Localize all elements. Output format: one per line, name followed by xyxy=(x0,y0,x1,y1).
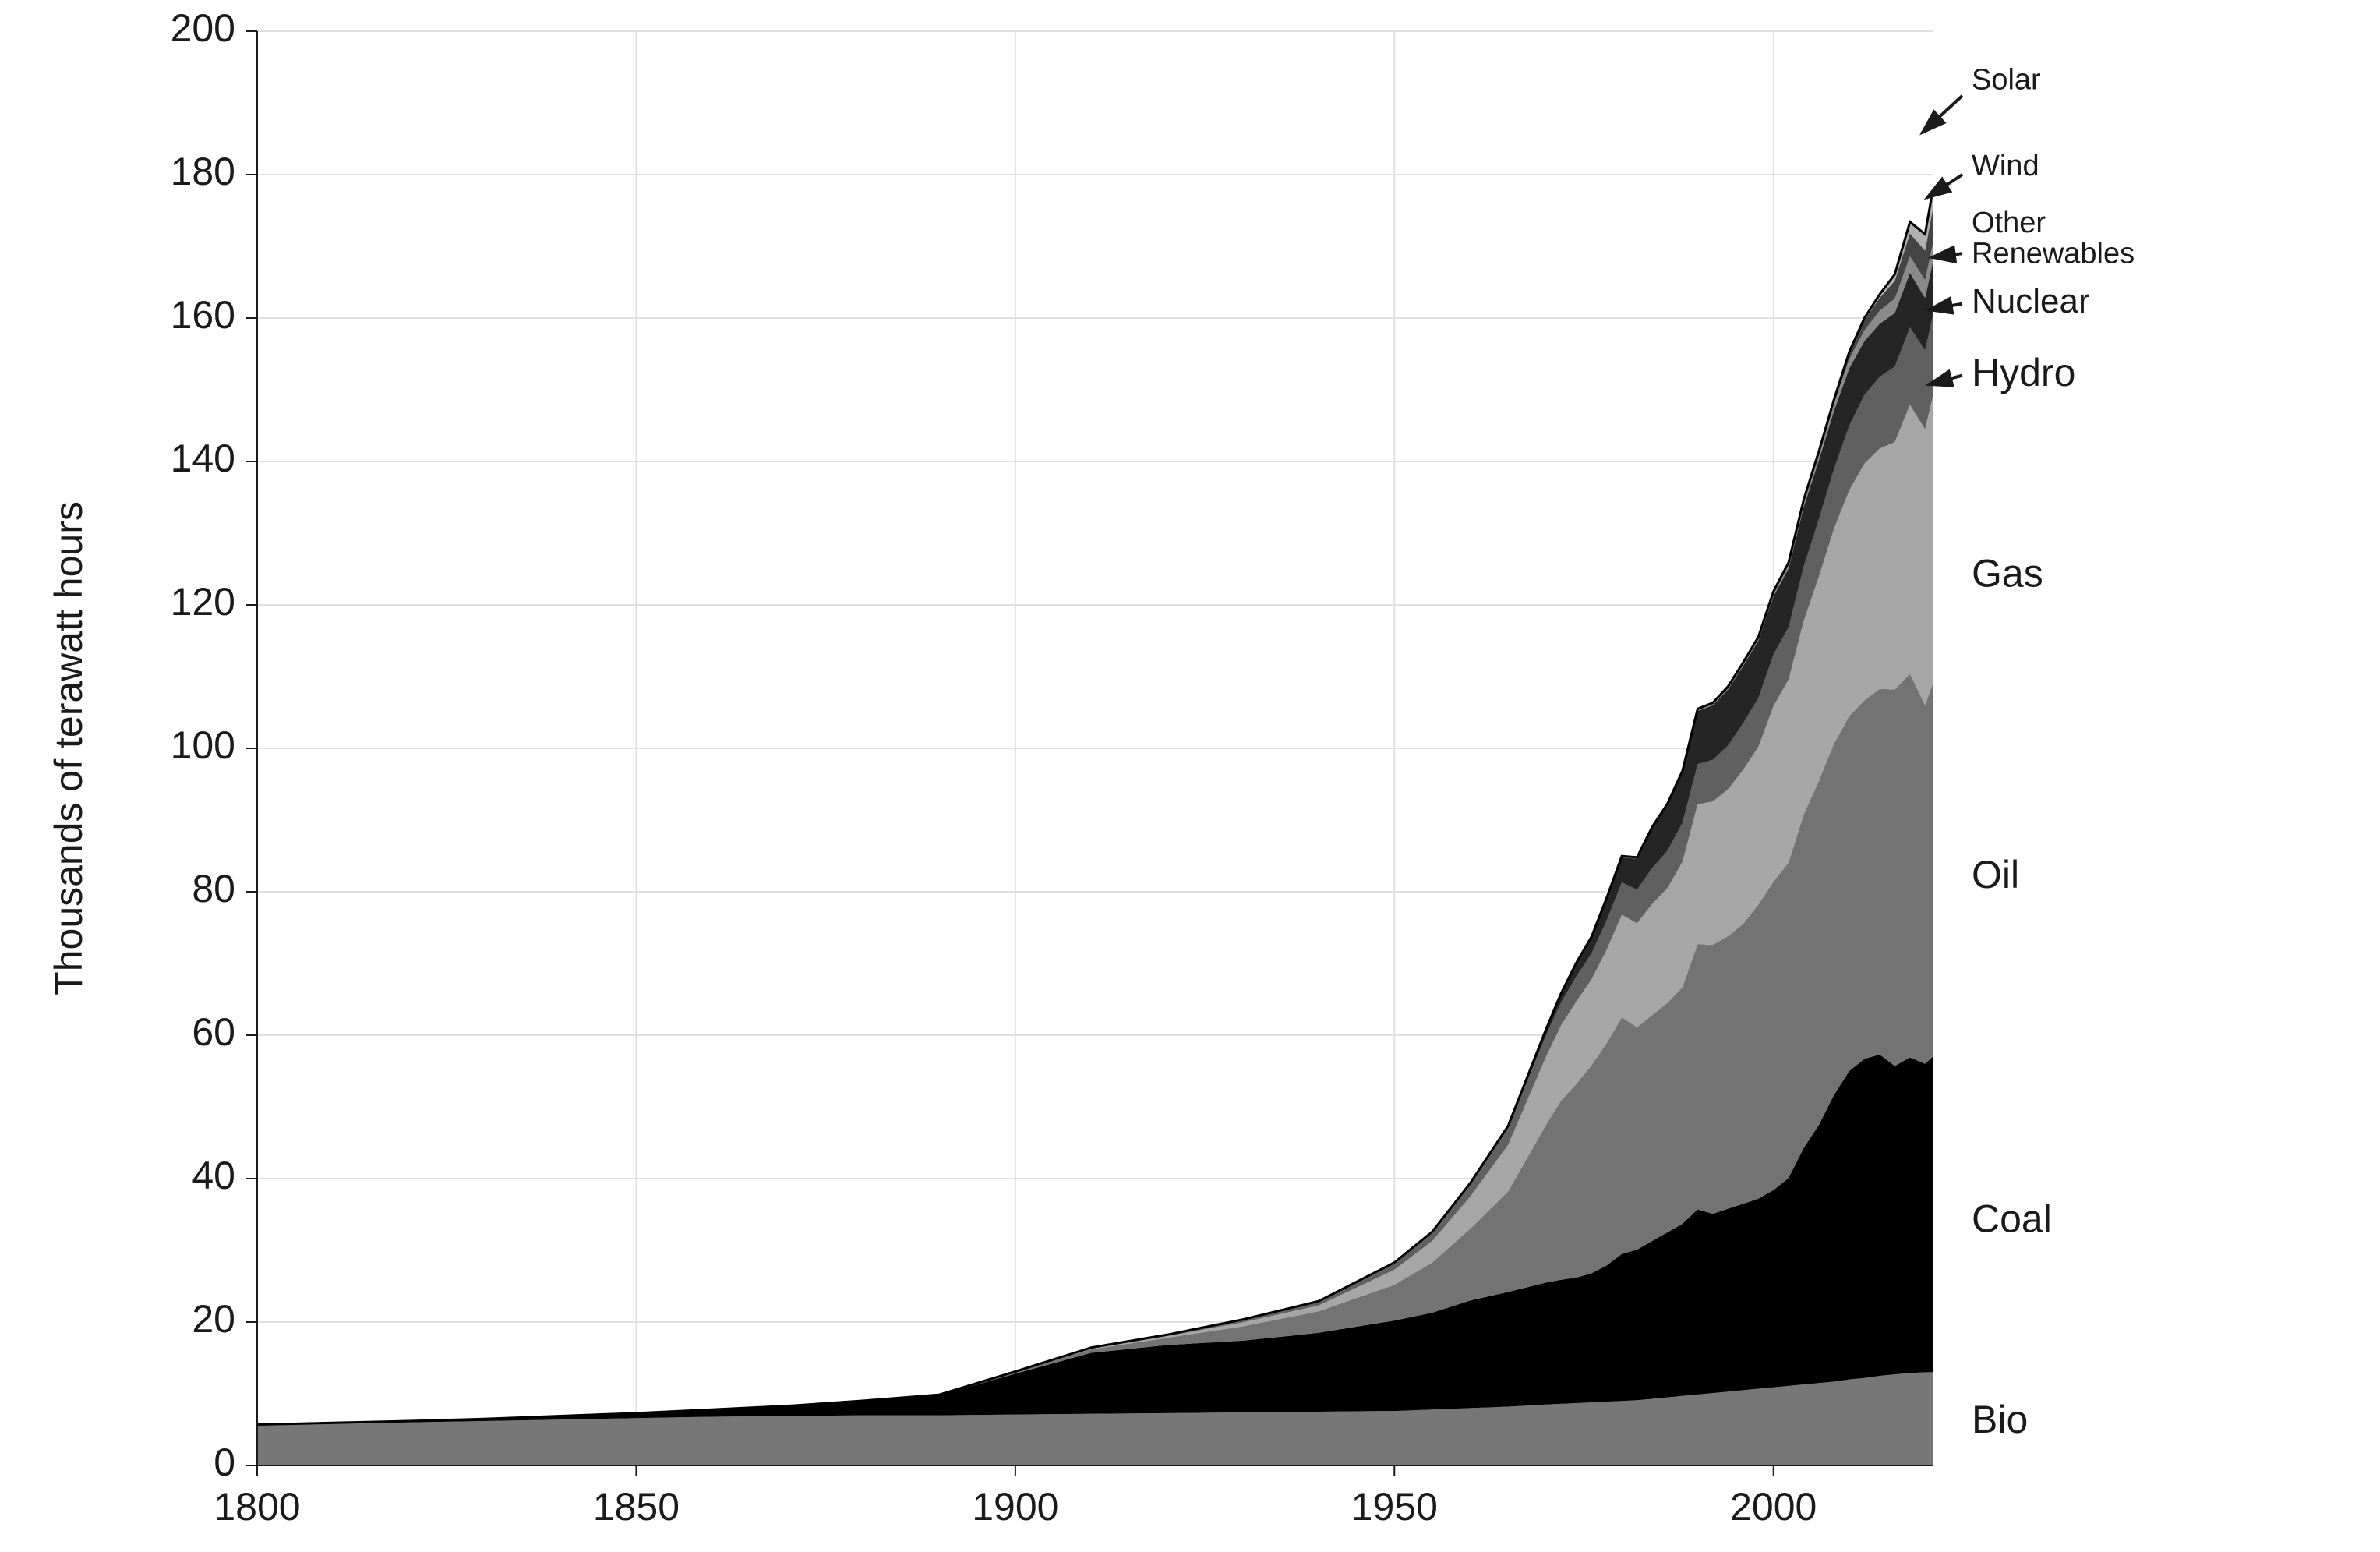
xtick-label: 1800 xyxy=(214,1485,300,1529)
series-label-bio: Bio xyxy=(1972,1398,2028,1441)
xtick-label: 1900 xyxy=(972,1485,1058,1529)
ytick-label: 120 xyxy=(171,580,235,624)
xtick-label: 1850 xyxy=(593,1485,680,1529)
ytick-label: 140 xyxy=(171,437,235,480)
series-label-gas: Gas xyxy=(1972,551,2043,595)
xtick-label: 2000 xyxy=(1730,1485,1817,1529)
series-label-oil: Oil xyxy=(1972,853,2019,896)
series-label-hydro: Hydro xyxy=(1972,351,2075,394)
ytick-label: 60 xyxy=(192,1010,235,1054)
series-label-wind: Wind xyxy=(1972,150,2039,182)
series-label-solar: Solar xyxy=(1972,63,2041,96)
series-label-nuclear: Nuclear xyxy=(1972,282,2090,320)
ytick-label: 0 xyxy=(214,1441,235,1484)
ytick-label: 180 xyxy=(171,150,235,193)
y-axis-label: Thousands of terawatt hours xyxy=(47,501,90,995)
series-label-coal: Coal xyxy=(1972,1197,2052,1240)
ytick-label: 100 xyxy=(171,723,235,767)
ytick-label: 200 xyxy=(171,6,235,50)
xtick-label: 1950 xyxy=(1351,1485,1438,1529)
ytick-label: 160 xyxy=(171,293,235,337)
energy-stacked-area-chart: 0 20 40 60 80 100 120 140 160 180 200 1800 1850 1900 1… xyxy=(0,0,2380,1552)
ytick-label: 20 xyxy=(192,1297,235,1341)
ytick-label: 40 xyxy=(192,1154,235,1197)
ytick-label: 80 xyxy=(192,867,235,910)
